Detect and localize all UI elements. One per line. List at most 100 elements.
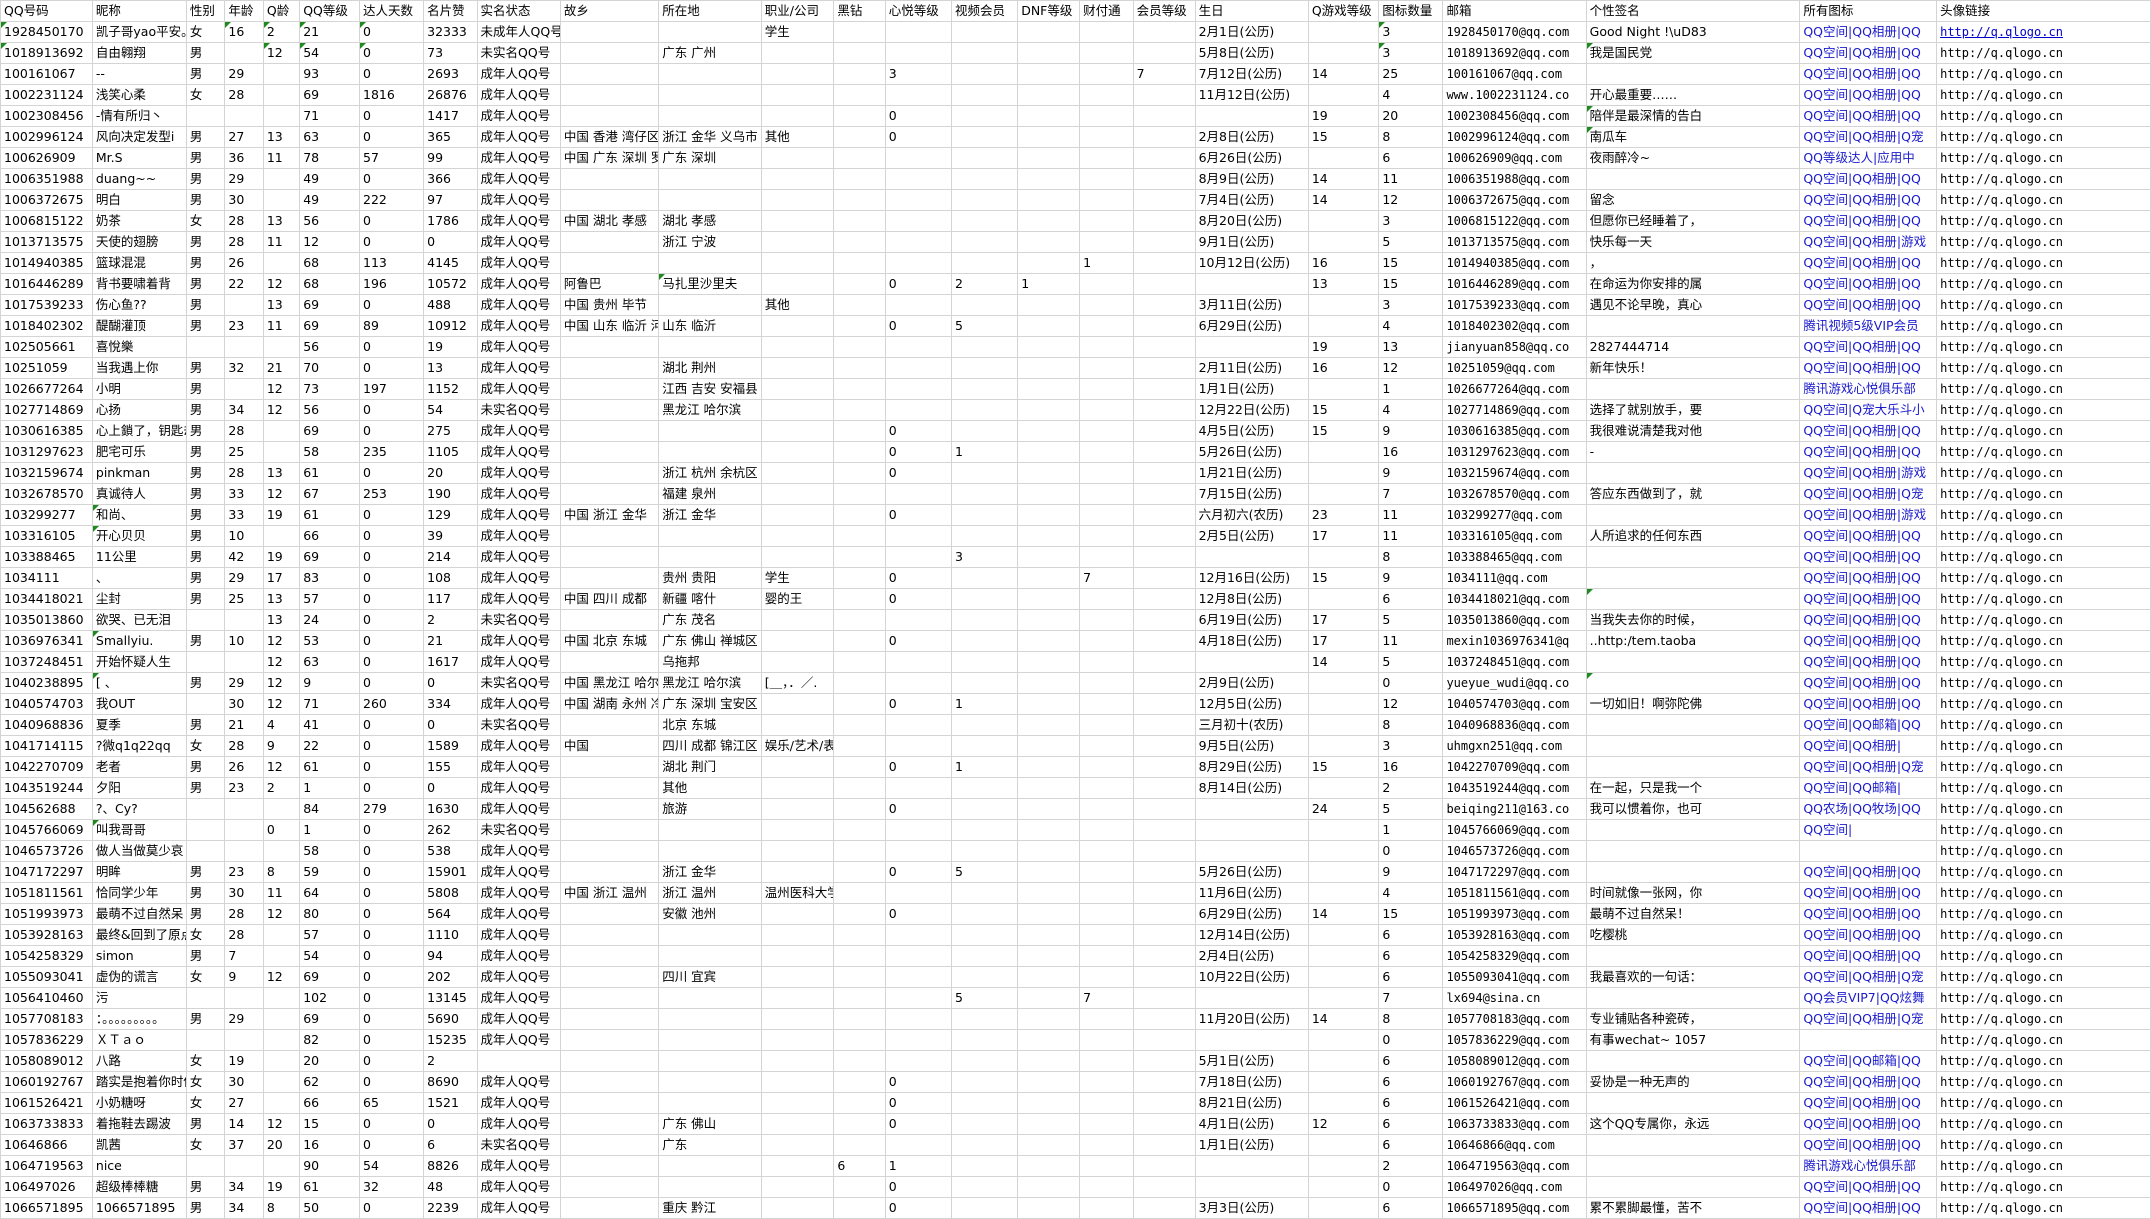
cell-iconcount[interactable]: 12 (1378, 189, 1444, 211)
cell-email[interactable]: www.1002231124.co (1442, 84, 1587, 106)
cell-job[interactable] (761, 609, 835, 631)
table-row[interactable]: 1034111、男 29 17 83 0 108 成年人QQ号 贵州 贵阳 学生 0 7 12月16日… (0, 567, 2151, 589)
cell-darendays[interactable]: 235 (359, 441, 425, 463)
cell-age[interactable]: 27 (224, 126, 264, 148)
cell-heizuan[interactable] (833, 1071, 886, 1093)
cell-qlevel[interactable]: 66 (299, 1092, 361, 1114)
cell-xinyue[interactable] (885, 672, 952, 694)
avatar-link[interactable]: http://q.qlogo.cn (1940, 1138, 2063, 1152)
cell-viplevel[interactable] (1133, 21, 1196, 43)
avatar-link[interactable]: http://q.qlogo.cn (1940, 1117, 2063, 1131)
cell-signature[interactable]: 最萌不过自然呆！ (1586, 903, 1801, 925)
cell-job[interactable]: 婴的王 (761, 588, 835, 610)
cell-location[interactable] (658, 1029, 762, 1051)
cell-qq[interactable]: 1032159674 (0, 462, 93, 484)
cell-dnf[interactable] (1017, 882, 1081, 904)
cell-avatar[interactable]: http://q.qlogo.cn (1936, 357, 2151, 379)
cell-allicons[interactable]: QQ空间|QQ相册|QQ (1799, 1071, 1938, 1093)
cell-qq[interactable]: 1040238895 (0, 672, 93, 694)
cell-caifutong[interactable] (1079, 1050, 1134, 1072)
cell-allicons[interactable]: QQ空间|QQ相册|Q宠 (1799, 1008, 1938, 1030)
cell-avatar[interactable]: http://q.qlogo.cn (1936, 672, 2151, 694)
cell-qlevel[interactable]: 9 (299, 672, 361, 694)
cell-signature[interactable]: 我最喜欢的一句话： (1586, 966, 1801, 988)
cell-email[interactable]: 1928450170@qq.com (1442, 21, 1587, 43)
cell-age[interactable]: 28 (224, 735, 264, 757)
avatar-link[interactable]: http://q.qlogo.cn (1940, 1159, 2063, 1173)
cell-xinyue[interactable] (885, 231, 952, 253)
cell-iconcount[interactable]: 9 (1378, 567, 1444, 589)
cell-qage[interactable]: 12 (263, 378, 301, 400)
cell-qlevel[interactable]: 53 (299, 630, 361, 652)
cell-caifutong[interactable] (1079, 609, 1134, 631)
cell-cardlike[interactable]: 6 (423, 1134, 478, 1156)
cell-videovip[interactable] (951, 231, 1019, 253)
cell-cardlike[interactable]: 538 (423, 840, 478, 862)
cell-signature[interactable] (1586, 672, 1801, 694)
cell-sex[interactable]: 女 (186, 1050, 226, 1072)
cell-qq[interactable]: 1047172297 (0, 861, 93, 883)
table-row[interactable]: 10251059 当我遇上你男 32 21 70 0 13 成年人QQ号 湖北 荆州 2月11日(… (0, 357, 2151, 379)
cell-sex[interactable]: 男 (186, 252, 226, 274)
cell-darendays[interactable]: 65 (359, 1092, 425, 1114)
cell-darendays[interactable]: 0 (359, 126, 425, 148)
cell-darendays[interactable]: 0 (359, 21, 425, 43)
cell-iconcount[interactable]: 6 (1378, 966, 1444, 988)
cell-signature[interactable]: 这个QQ专属你，永远 (1586, 1113, 1801, 1135)
cell-realname[interactable]: 成年人QQ号 (477, 945, 561, 967)
cell-email[interactable]: 1032159674@qq.com (1442, 462, 1587, 484)
cell-birthday[interactable]: 2月11日(公历) (1195, 357, 1309, 379)
cell-caifutong[interactable] (1079, 861, 1134, 883)
cell-birthday[interactable]: 8月9日(公历) (1195, 168, 1309, 190)
cell-job[interactable] (761, 903, 835, 925)
cell-qage[interactable] (263, 105, 301, 127)
cell-caifutong[interactable] (1079, 84, 1134, 106)
cell-videovip[interactable] (951, 525, 1019, 547)
cell-qgame[interactable]: 15 (1308, 399, 1380, 421)
cell-viplevel[interactable] (1133, 441, 1196, 463)
cell-heizuan[interactable] (833, 777, 886, 799)
cell-qlevel[interactable]: 56 (299, 399, 361, 421)
avatar-link[interactable]: http://q.qlogo.cn (1940, 67, 2063, 81)
cell-email[interactable]: 1066571895@qq.com (1442, 1197, 1587, 1219)
cell-xinyue[interactable] (885, 378, 952, 400)
cell-location[interactable]: 广东 广州 (658, 42, 762, 64)
cell-caifutong[interactable] (1079, 1134, 1134, 1156)
cell-signature[interactable]: ..http:/tem.taoba (1586, 630, 1801, 652)
cell-signature[interactable] (1586, 504, 1801, 526)
cell-email[interactable]: jianyuan858@qq.co (1442, 336, 1587, 358)
cell-location[interactable]: 新疆 喀什 (658, 588, 762, 610)
column-header-dnf[interactable]: DNF等级 (1017, 0, 1081, 22)
cell-email[interactable]: 1047172297@qq.com (1442, 861, 1587, 883)
cell-age[interactable] (224, 1155, 264, 1177)
cell-email[interactable]: 106497026@qq.com (1442, 1176, 1587, 1198)
avatar-link[interactable]: http://q.qlogo.cn (1940, 781, 2063, 795)
cell-allicons[interactable]: QQ空间|QQ相册|游戏 (1799, 231, 1938, 253)
cell-job[interactable] (761, 273, 835, 295)
cell-sex[interactable]: 男 (186, 315, 226, 337)
cell-location[interactable]: 北京 东城 (658, 714, 762, 736)
cell-location[interactable]: 浙江 金华 (658, 861, 762, 883)
cell-caifutong[interactable] (1079, 1092, 1134, 1114)
cell-age[interactable]: 22 (224, 273, 264, 295)
cell-hometown[interactable] (560, 441, 660, 463)
table-row[interactable]: 1013713575 天使的翅膀男 28 11 12 0 0 成年人QQ号 浙江 宁波 9月1日(… (0, 231, 2151, 253)
cell-avatar[interactable]: http://q.qlogo.cn (1936, 903, 2151, 925)
cell-sex[interactable]: 男 (186, 231, 226, 253)
cell-xinyue[interactable] (885, 42, 952, 64)
avatar-link[interactable]: http://q.qlogo.cn (1940, 487, 2063, 501)
cell-cardlike[interactable]: 366 (423, 168, 478, 190)
cell-iconcount[interactable]: 16 (1378, 441, 1444, 463)
cell-job[interactable] (761, 1071, 835, 1093)
cell-qlevel[interactable]: 49 (299, 189, 361, 211)
cell-realname[interactable]: 成年人QQ号 (477, 210, 561, 232)
cell-signature[interactable]: 新年快乐！ (1586, 357, 1801, 379)
cell-job[interactable] (761, 756, 835, 778)
cell-videovip[interactable] (951, 1176, 1019, 1198)
cell-qq[interactable]: 1041714115 (0, 735, 93, 757)
cell-hometown[interactable] (560, 378, 660, 400)
table-row[interactable]: 1047172297 明眸男 23 8 59 0 15901 成年人QQ号 浙江 金华 0 5 5月2… (0, 861, 2151, 883)
cell-email[interactable]: 1045766069@qq.com (1442, 819, 1587, 841)
cell-dnf[interactable] (1017, 1134, 1081, 1156)
cell-age[interactable] (224, 105, 264, 127)
